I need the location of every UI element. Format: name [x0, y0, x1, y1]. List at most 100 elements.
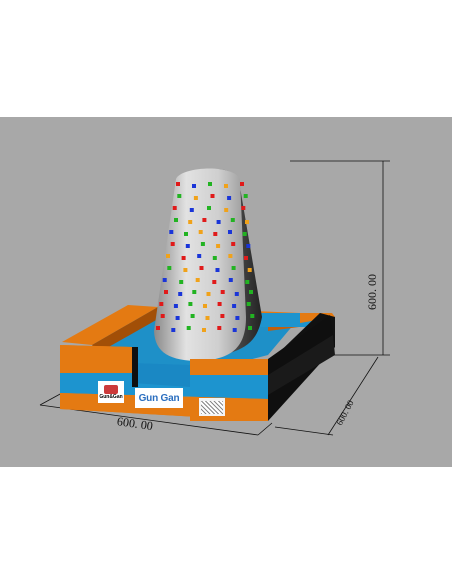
climbing-hold	[210, 194, 215, 198]
climbing-hold	[189, 208, 194, 212]
climbing-hold	[190, 314, 195, 318]
climbing-hold	[159, 302, 164, 306]
right-wall-front-orange-top	[190, 359, 268, 375]
climbing-hold	[228, 254, 233, 258]
center-step-blue	[132, 363, 190, 387]
climbing-hold	[199, 266, 204, 270]
climbing-hold	[170, 242, 175, 246]
climbing-hold	[240, 182, 244, 186]
climbing-hold	[184, 232, 188, 236]
climbing-hold	[206, 292, 211, 296]
climbing-hold	[195, 278, 200, 282]
climbing-hold	[228, 278, 233, 282]
width-dim-ext1	[39, 392, 63, 406]
render-viewport[interactable]: Gun&Gan Gun Gan 600. 00 600. 00 600. 00	[0, 117, 452, 467]
climbing-hold	[242, 232, 247, 236]
depth-dim-ext1	[274, 426, 334, 436]
climbing-hold	[212, 280, 217, 284]
climbing-hold	[179, 280, 184, 284]
climbing-hold	[178, 292, 183, 296]
climbing-holds	[156, 182, 255, 332]
climbing-hold	[172, 206, 177, 210]
depth-dim-line	[327, 356, 379, 436]
center-logo-text: Gun Gan	[138, 392, 180, 404]
climbing-hold	[228, 230, 232, 234]
climbing-hold	[185, 244, 190, 248]
climbing-hold	[166, 254, 170, 258]
left-wall-orange-top	[60, 345, 132, 373]
left-logo-panel: Gun&Gan	[98, 381, 124, 403]
climbing-hold	[183, 268, 188, 272]
climbing-hold	[207, 206, 211, 210]
climbing-hold	[188, 220, 193, 224]
left-wall-side	[132, 347, 138, 387]
climbing-hold	[186, 326, 191, 330]
climbing-hold	[227, 196, 232, 200]
climbing-hold	[216, 244, 221, 248]
climbing-hold	[192, 290, 197, 294]
climbing-hold	[169, 230, 174, 234]
climbing-hold	[176, 182, 180, 186]
climbing-hold	[230, 218, 235, 222]
climbing-hold	[192, 184, 196, 188]
climbing-hold	[217, 326, 222, 330]
climbing-hold	[198, 230, 203, 234]
climbing-hold	[175, 316, 180, 320]
climbing-hold	[217, 302, 222, 306]
climbing-hold	[220, 290, 225, 294]
left-logo-graphic	[104, 384, 118, 394]
climbing-hold	[181, 256, 186, 260]
climbing-hold	[164, 290, 168, 294]
width-dim-line	[39, 404, 259, 436]
climbing-hold	[212, 256, 217, 260]
climbing-hold	[171, 328, 176, 332]
climbing-hold	[193, 196, 198, 200]
climbing-hold	[247, 268, 252, 272]
right-logo-panel	[199, 398, 225, 416]
climbing-hold	[215, 268, 220, 272]
climbing-hold	[232, 304, 237, 308]
climbing-hold	[231, 242, 236, 246]
climbing-hold	[202, 218, 207, 222]
climbing-hold	[243, 194, 248, 198]
climbing-hold	[197, 254, 202, 258]
climbing-hold	[200, 242, 205, 246]
tower-front-face	[154, 168, 246, 361]
climbing-hold	[162, 278, 167, 282]
climbing-hold	[208, 182, 212, 186]
climbing-hold	[234, 292, 239, 296]
width-dim-ext2	[257, 422, 273, 436]
climbing-hold	[249, 290, 253, 294]
climbing-hold	[245, 220, 249, 224]
climbing-hold	[232, 328, 237, 332]
back-wall-left-face	[92, 307, 158, 353]
climbing-hold	[245, 280, 250, 284]
climbing-hold	[203, 304, 207, 308]
right-logo-pattern	[201, 400, 223, 414]
climbing-hold	[202, 328, 206, 332]
climbing-hold	[177, 194, 182, 198]
right-wall-side-blue	[268, 335, 335, 395]
climbing-hold	[250, 314, 255, 318]
climbing-hold	[246, 244, 251, 248]
climbing-hold	[244, 256, 248, 260]
climbing-hold	[241, 206, 246, 210]
climbing-hold	[167, 266, 172, 270]
climbing-hold	[224, 208, 229, 212]
height-dimension-label: 600. 00	[365, 274, 379, 310]
climbing-hold	[246, 302, 251, 306]
back-wall-left-top	[62, 305, 158, 345]
climbing-hold	[248, 326, 252, 330]
left-logo-text: Gun&Gan	[99, 393, 123, 400]
climbing-hold	[174, 218, 178, 222]
climbing-hold	[188, 302, 193, 306]
climbing-wall-render	[39, 160, 390, 436]
climbing-hold	[160, 314, 165, 318]
climbing-hold	[235, 316, 240, 320]
climbing-hold	[216, 220, 221, 224]
climbing-hold	[220, 314, 225, 318]
climbing-hold	[156, 326, 160, 330]
center-logo-panel: Gun Gan	[135, 388, 183, 408]
climbing-hold	[205, 316, 210, 320]
climbing-hold	[213, 232, 218, 236]
